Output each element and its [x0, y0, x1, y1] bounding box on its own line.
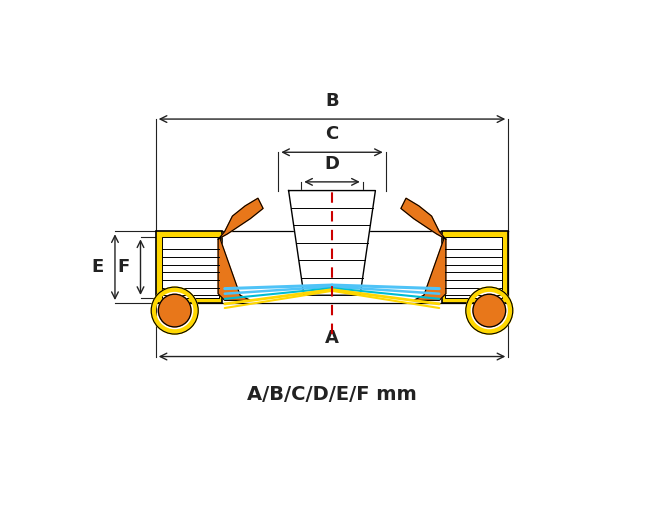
Bar [162, 237, 219, 298]
Polygon shape [218, 198, 263, 301]
Text: E: E [92, 258, 104, 276]
Circle shape [473, 294, 505, 327]
Polygon shape [289, 190, 375, 295]
Circle shape [159, 294, 191, 327]
Text: A/B/C/D/E/F mm: A/B/C/D/E/F mm [247, 385, 417, 404]
Text: A: A [325, 330, 339, 347]
Text: C: C [325, 125, 339, 143]
Bar [445, 237, 502, 298]
Text: D: D [325, 155, 339, 173]
Text: B: B [325, 92, 339, 110]
Text: F: F [117, 258, 129, 276]
Bar [442, 231, 508, 303]
Bar [156, 231, 222, 303]
Polygon shape [401, 198, 446, 301]
